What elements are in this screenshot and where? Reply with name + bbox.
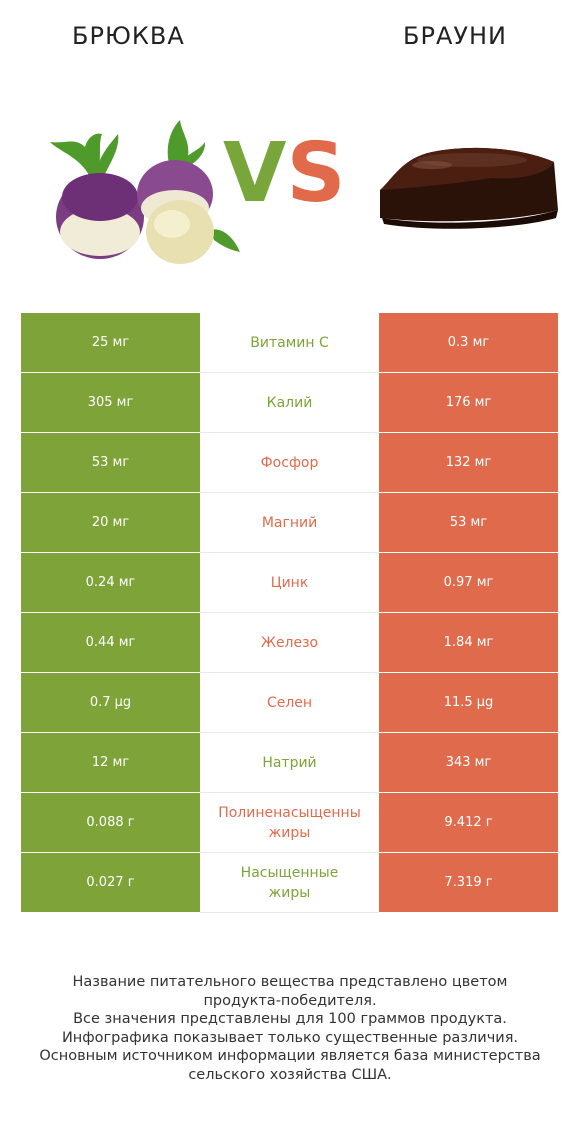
comparison-table: 25 мг Витамин C 0.3 мг 305 мг Калий 176 мг 53 … <box>21 313 558 913</box>
table-row: 25 мг Витамин C 0.3 мг <box>21 313 558 373</box>
right-value: 1.84 мг <box>379 613 558 673</box>
table-row: 0.088 г Полиненасыщенны жиры 9.412 г <box>21 793 558 853</box>
table-row: 12 мг Натрий 343 мг <box>21 733 558 793</box>
right-value: 9.412 г <box>379 793 558 853</box>
right-product-title: БРАУНИ <box>403 22 507 50</box>
left-value: 12 мг <box>21 733 200 793</box>
right-value: 176 мг <box>379 373 558 433</box>
vs-label: VS <box>223 133 346 215</box>
left-value: 0.7 µg <box>21 673 200 733</box>
left-value: 305 мг <box>21 373 200 433</box>
left-value: 53 мг <box>21 433 200 493</box>
nutrient-name-line: Полиненасыщенны <box>218 804 361 821</box>
nutrient-name: Витамин C <box>200 313 379 373</box>
footnote-line: Название питательного вещества представл… <box>72 974 508 990</box>
footnote-line: Основным источником информации является … <box>39 1048 541 1064</box>
footnote-line: сельского хозяйства США. <box>188 1066 392 1083</box>
table-row: 0.24 мг Цинк 0.97 мг <box>21 553 558 613</box>
right-value: 0.97 мг <box>379 553 558 613</box>
left-value: 0.088 г <box>21 793 200 853</box>
left-product-title: БРЮКВА <box>72 22 185 50</box>
nutrient-name: Фосфор <box>200 433 379 493</box>
table-row: 0.027 г Насыщенные жиры 7.319 г <box>21 853 558 913</box>
nutrient-name: Цинк <box>200 553 379 613</box>
table-row: 53 мг Фосфор 132 мг <box>21 433 558 493</box>
right-value: 7.319 г <box>379 853 558 913</box>
left-value: 0.44 мг <box>21 613 200 673</box>
nutrient-name-line: Насыщенные <box>240 864 339 881</box>
right-value: 53 мг <box>379 493 558 553</box>
nutrient-name: Магний <box>200 493 379 553</box>
rutabaga-image <box>50 120 240 264</box>
right-value: 343 мг <box>379 733 558 793</box>
right-value: 11.5 µg <box>379 673 558 733</box>
left-value: 25 мг <box>21 313 200 373</box>
nutrient-name: Натрий <box>200 733 379 793</box>
nutrient-name: Калий <box>200 373 379 433</box>
vs-v-letter: V <box>223 126 287 221</box>
right-value: 0.3 мг <box>379 313 558 373</box>
table-row: 0.7 µg Селен 11.5 µg <box>21 673 558 733</box>
nutrient-name: Насыщенные жиры <box>200 853 379 913</box>
footnote: Название питательного вещества представл… <box>20 973 560 1084</box>
vs-s-letter: S <box>286 126 346 221</box>
footnote-line: Все значения представлены для 100 граммо… <box>73 1011 507 1027</box>
table-row: 20 мг Магний 53 мг <box>21 493 558 553</box>
nutrient-name: Селен <box>200 673 379 733</box>
nutrient-name-line: жиры <box>268 824 311 841</box>
table-row: 0.44 мг Железо 1.84 мг <box>21 613 558 673</box>
left-value: 20 мг <box>21 493 200 553</box>
left-value: 0.24 мг <box>21 553 200 613</box>
table-row: 305 мг Калий 176 мг <box>21 373 558 433</box>
nutrient-name-line: жиры <box>268 884 311 901</box>
nutrient-name: Полиненасыщенны жиры <box>200 793 379 853</box>
left-value: 0.027 г <box>21 853 200 913</box>
footnote-line: продукта-победителя. <box>203 992 377 1009</box>
brownie-image <box>380 147 558 229</box>
nutrient-name: Железо <box>200 613 379 673</box>
footnote-line: Инфографика показывает только существенн… <box>61 1029 519 1046</box>
right-value: 132 мг <box>379 433 558 493</box>
